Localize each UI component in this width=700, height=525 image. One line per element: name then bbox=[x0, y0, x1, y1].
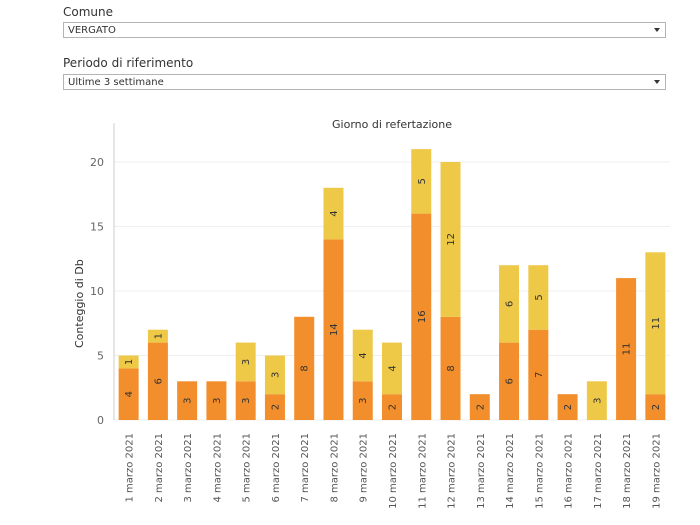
data-label: 11 bbox=[622, 343, 633, 356]
bar-segment-top bbox=[440, 162, 461, 317]
bar-segment-top bbox=[411, 149, 432, 214]
bar-segment-top bbox=[147, 329, 168, 343]
data-label: 5 bbox=[417, 178, 428, 184]
data-label: 3 bbox=[183, 397, 194, 403]
bar-segment-bottom bbox=[235, 381, 256, 420]
data-label: 12 bbox=[446, 233, 457, 246]
data-label: 4 bbox=[358, 352, 369, 358]
bar-segment-top bbox=[528, 265, 549, 330]
bar-segment-bottom bbox=[499, 342, 520, 420]
data-label: 8 bbox=[446, 365, 457, 371]
x-tick-label: 10 marzo 2021 bbox=[388, 433, 399, 509]
data-label: 2 bbox=[651, 404, 662, 410]
data-label: 2 bbox=[475, 404, 486, 410]
bar-segment-bottom bbox=[557, 394, 578, 420]
bar-segment-top bbox=[645, 252, 666, 395]
y-tick-label: 20 bbox=[90, 156, 104, 169]
x-tick-label: 13 marzo 2021 bbox=[476, 433, 487, 509]
x-tick-label: 2 marzo 2021 bbox=[154, 433, 165, 503]
bar-segment-top bbox=[235, 342, 256, 382]
x-tick-label: 1 marzo 2021 bbox=[125, 433, 136, 503]
periodo-label: Periodo di riferimento bbox=[63, 56, 194, 70]
bar-segment-bottom bbox=[206, 381, 227, 420]
bar-segment-bottom bbox=[528, 329, 549, 420]
data-label: 5 bbox=[534, 294, 545, 300]
x-tick-label: 8 marzo 2021 bbox=[329, 433, 340, 503]
data-label: 3 bbox=[358, 397, 369, 403]
chart-title: Giorno di refertazione bbox=[332, 118, 452, 131]
y-tick-label: 5 bbox=[97, 350, 104, 363]
bar-segment-bottom bbox=[645, 394, 666, 420]
data-label: 3 bbox=[241, 359, 252, 365]
x-tick-label: 19 marzo 2021 bbox=[651, 433, 662, 509]
y-axis-label: Conteggio di Db bbox=[73, 259, 86, 348]
chevron-down-icon bbox=[654, 80, 660, 84]
data-label: 11 bbox=[651, 317, 662, 330]
data-label: 1 bbox=[153, 333, 164, 339]
bar-segment-bottom bbox=[147, 342, 168, 420]
bar-segment-top bbox=[499, 265, 520, 343]
x-tick-label: 16 marzo 2021 bbox=[564, 433, 575, 509]
comune-dropdown[interactable]: VERGATO bbox=[63, 22, 666, 38]
periodo-value: Ultime 3 settimane bbox=[68, 77, 164, 88]
bar-segment-bottom bbox=[469, 394, 490, 420]
x-tick-label: 18 marzo 2021 bbox=[622, 433, 633, 509]
bar-segment-top bbox=[352, 329, 373, 382]
data-label: 3 bbox=[592, 397, 603, 403]
bar-segment-bottom bbox=[323, 239, 344, 420]
data-label: 3 bbox=[212, 397, 223, 403]
bar-segment-bottom bbox=[382, 394, 402, 420]
data-label: 4 bbox=[388, 365, 399, 371]
y-tick-label: 10 bbox=[90, 285, 104, 298]
bar-segment-bottom bbox=[177, 381, 198, 420]
bar-segment-bottom bbox=[411, 213, 432, 420]
bar-segment-top bbox=[264, 355, 285, 395]
x-tick-label: 5 marzo 2021 bbox=[242, 433, 253, 503]
data-label: 3 bbox=[270, 372, 281, 378]
bar-segment-top bbox=[118, 355, 139, 369]
x-tick-label: 11 marzo 2021 bbox=[417, 433, 428, 509]
bar-segment-top bbox=[323, 187, 344, 240]
x-tick-label: 15 marzo 2021 bbox=[534, 433, 545, 509]
data-label: 4 bbox=[329, 210, 340, 216]
data-label: 6 bbox=[153, 378, 164, 384]
data-label: 2 bbox=[388, 404, 399, 410]
data-label: 6 bbox=[505, 378, 516, 384]
data-label: 4 bbox=[124, 391, 135, 397]
data-label: 3 bbox=[241, 397, 252, 403]
x-tick-label: 17 marzo 2021 bbox=[593, 433, 604, 509]
x-tick-label: 6 marzo 2021 bbox=[271, 433, 282, 503]
x-tick-label: 14 marzo 2021 bbox=[505, 433, 516, 509]
bar-segment-bottom bbox=[352, 381, 373, 420]
x-tick-label: 3 marzo 2021 bbox=[183, 433, 194, 503]
data-label: 2 bbox=[563, 404, 574, 410]
bar-segment-bottom bbox=[294, 316, 315, 420]
data-label: 6 bbox=[505, 301, 516, 307]
data-label: 16 bbox=[417, 310, 428, 323]
bar-segment-top bbox=[382, 342, 402, 395]
data-label: 1 bbox=[124, 359, 135, 365]
periodo-dropdown[interactable]: Ultime 3 settimane bbox=[63, 74, 666, 90]
bar-segment-top bbox=[586, 381, 607, 420]
bar-segment-bottom bbox=[616, 278, 637, 420]
x-tick-label: 12 marzo 2021 bbox=[447, 433, 458, 509]
y-tick-label: 0 bbox=[97, 414, 104, 427]
data-label: 8 bbox=[300, 365, 311, 371]
chevron-down-icon bbox=[654, 28, 660, 32]
comune-value: VERGATO bbox=[68, 25, 116, 36]
bar-segment-bottom bbox=[118, 368, 139, 420]
bar-segment-bottom bbox=[440, 316, 461, 420]
x-tick-label: 9 marzo 2021 bbox=[359, 433, 370, 503]
comune-label: Comune bbox=[63, 5, 114, 19]
data-label: 2 bbox=[270, 404, 281, 410]
bar-segment-bottom bbox=[264, 394, 285, 420]
y-tick-label: 15 bbox=[90, 221, 104, 234]
x-tick-label: 4 marzo 2021 bbox=[212, 433, 223, 503]
data-label: 14 bbox=[329, 323, 340, 336]
data-label: 7 bbox=[534, 372, 545, 378]
x-tick-label: 7 marzo 2021 bbox=[300, 433, 311, 503]
